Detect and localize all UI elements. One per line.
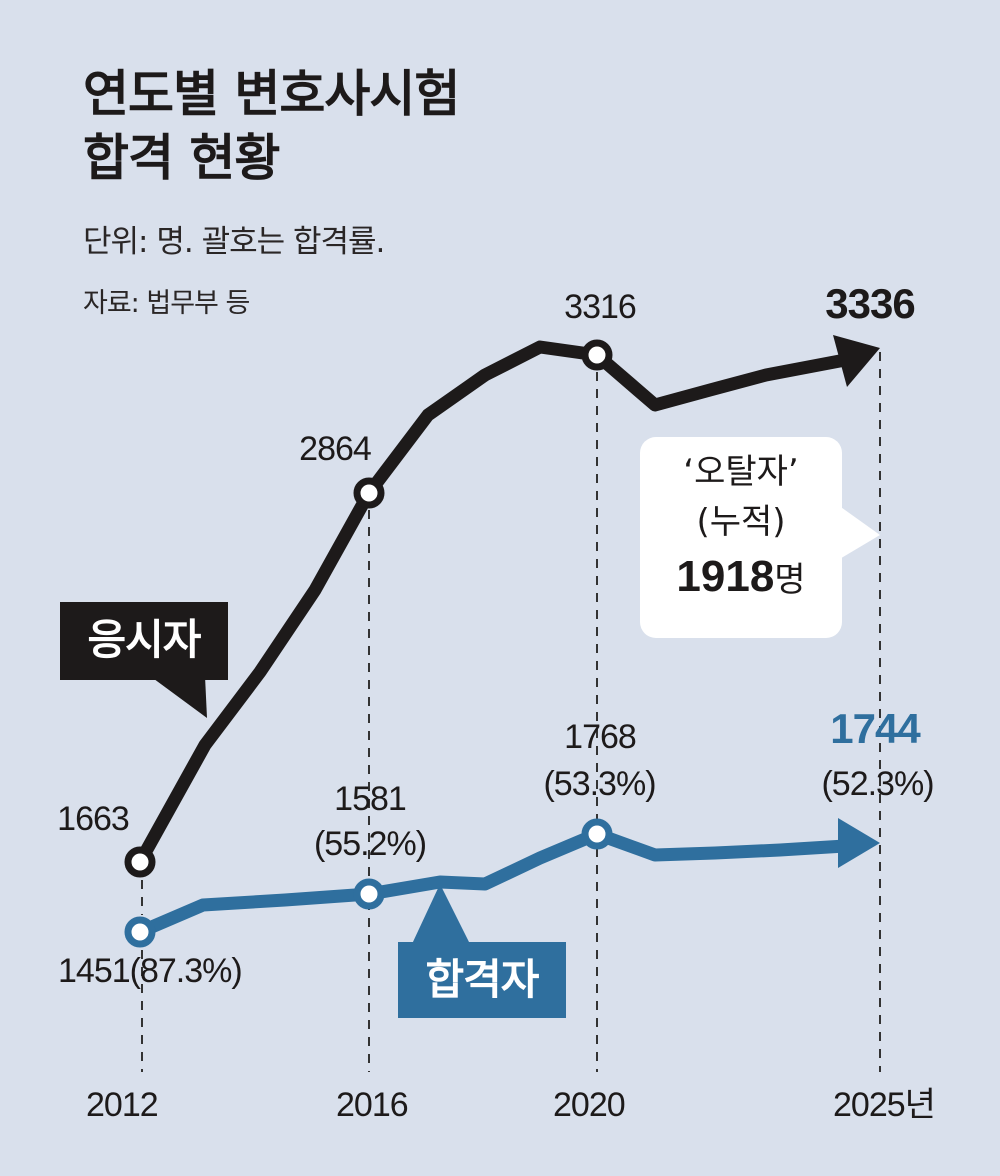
passers-arrowhead-icon <box>838 818 880 868</box>
label-applicants-2025: 3336 <box>825 280 915 327</box>
label-passers-2025-rate: (52.3%) <box>821 765 934 803</box>
callout-subtitle: (누적) <box>696 502 786 542</box>
x-tick-2020: 2020 <box>553 1086 626 1124</box>
label-passers-2016-value: 1581 <box>334 780 407 818</box>
source-note: 자료: 법무부 등 <box>83 288 250 319</box>
x-tick-2016: 2016 <box>336 1086 409 1124</box>
marker-passers-2016 <box>353 878 385 910</box>
passers-markers <box>124 818 613 948</box>
callout-title: ‘오탈자’ <box>683 452 799 492</box>
label-passers-2012: 1451(87.3%) <box>58 952 243 990</box>
dropout-callout: ‘오탈자’ (누적) 1918명 <box>640 437 842 638</box>
applicants-tag-box <box>60 602 228 680</box>
label-passers-2020-value: 1768 <box>564 718 637 756</box>
applicants-tag-pointer <box>150 676 207 718</box>
title-line-2: 합격 현황 <box>83 129 280 187</box>
label-passers-2016-rate: (55.2%) <box>313 825 427 863</box>
label-applicants-2012: 1663 <box>57 800 130 838</box>
marker-applicants-2020 <box>581 339 613 371</box>
title-line-1: 연도별 변호사시험 <box>83 65 460 123</box>
unit-note: 단위: 명. 괄호는 합격률. <box>83 224 385 260</box>
label-passers-2025-value: 1744 <box>830 705 920 752</box>
marker-passers-2012 <box>124 916 156 948</box>
passers-tag-box <box>398 942 566 1018</box>
label-applicants-2016: 2864 <box>299 430 372 468</box>
marker-applicants-2016 <box>353 477 385 509</box>
applicants-arrowhead-icon <box>833 335 880 387</box>
applicants-markers <box>124 339 613 878</box>
passers-tag-pointer <box>412 884 470 944</box>
callout-value: 1918명 <box>640 547 842 610</box>
guide-lines <box>141 352 881 1072</box>
dropout-callout-bubble <box>640 437 880 638</box>
callout-number: 1918 <box>676 552 775 601</box>
x-tick-2025: 2025년 <box>833 1086 936 1124</box>
passers-line <box>133 827 852 939</box>
applicants-line <box>133 340 852 869</box>
passers-legend-tag: 합격자 <box>425 955 540 1004</box>
marker-applicants-2012 <box>124 846 156 878</box>
label-applicants-2020: 3316 <box>564 288 637 326</box>
x-tick-2012: 2012 <box>86 1086 159 1124</box>
chart-title: 연도별 변호사시험 합격 현황 <box>83 62 460 190</box>
marker-passers-2020 <box>581 818 613 850</box>
callout-unit: 명 <box>774 560 806 600</box>
applicants-legend-tag: 응시자 <box>87 615 202 664</box>
label-passers-2020-rate: (53.3%) <box>543 765 656 803</box>
